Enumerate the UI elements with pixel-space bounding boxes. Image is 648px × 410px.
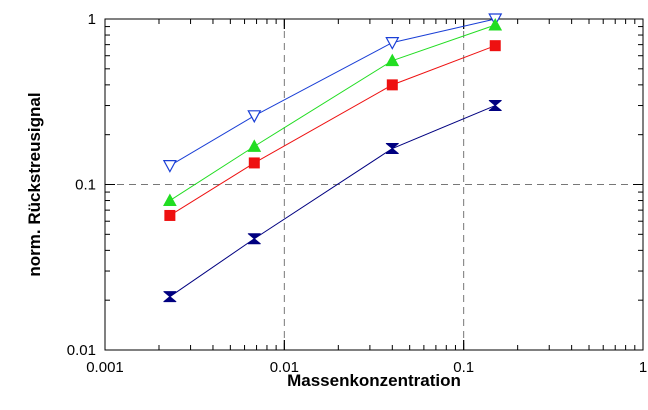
plot-area <box>104 18 644 351</box>
data-point <box>488 17 503 31</box>
y-tick-label: 0.01 <box>67 342 96 359</box>
y-tick-label: 0.1 <box>75 177 96 194</box>
x-tick-label: 0.001 <box>86 359 124 376</box>
data-point <box>247 139 262 152</box>
y-axis-title: norm. Rückstreusignal <box>25 92 44 276</box>
data-point <box>247 110 262 124</box>
data-point <box>488 100 502 112</box>
data-point <box>248 157 260 169</box>
series-1 <box>163 17 503 207</box>
data-point <box>164 209 176 221</box>
x-tick-label: 0.01 <box>270 359 299 376</box>
x-tick-label: 1 <box>639 359 647 376</box>
series-line <box>169 105 496 298</box>
x-axis-title: Massenkonzentration <box>287 371 461 390</box>
series-line <box>169 18 496 167</box>
tick-labels: 0.001 0.01 0.1 10.010.11 <box>67 11 647 376</box>
series-layer <box>162 13 503 303</box>
data-point <box>163 291 177 303</box>
data-point <box>385 53 400 67</box>
series-0 <box>162 13 503 173</box>
data-point <box>489 40 501 52</box>
grid-lines <box>105 19 643 350</box>
series-3 <box>163 100 502 303</box>
data-point <box>247 233 261 245</box>
x-tick-label: 0.1 <box>453 359 474 376</box>
data-point <box>386 79 398 91</box>
y-tick-label: 1 <box>88 11 96 28</box>
data-point <box>385 37 400 50</box>
data-point <box>162 160 177 173</box>
data-point <box>163 193 177 207</box>
series-line <box>169 24 496 201</box>
series-line <box>169 45 496 216</box>
series-2 <box>164 40 501 221</box>
data-point <box>385 143 399 155</box>
